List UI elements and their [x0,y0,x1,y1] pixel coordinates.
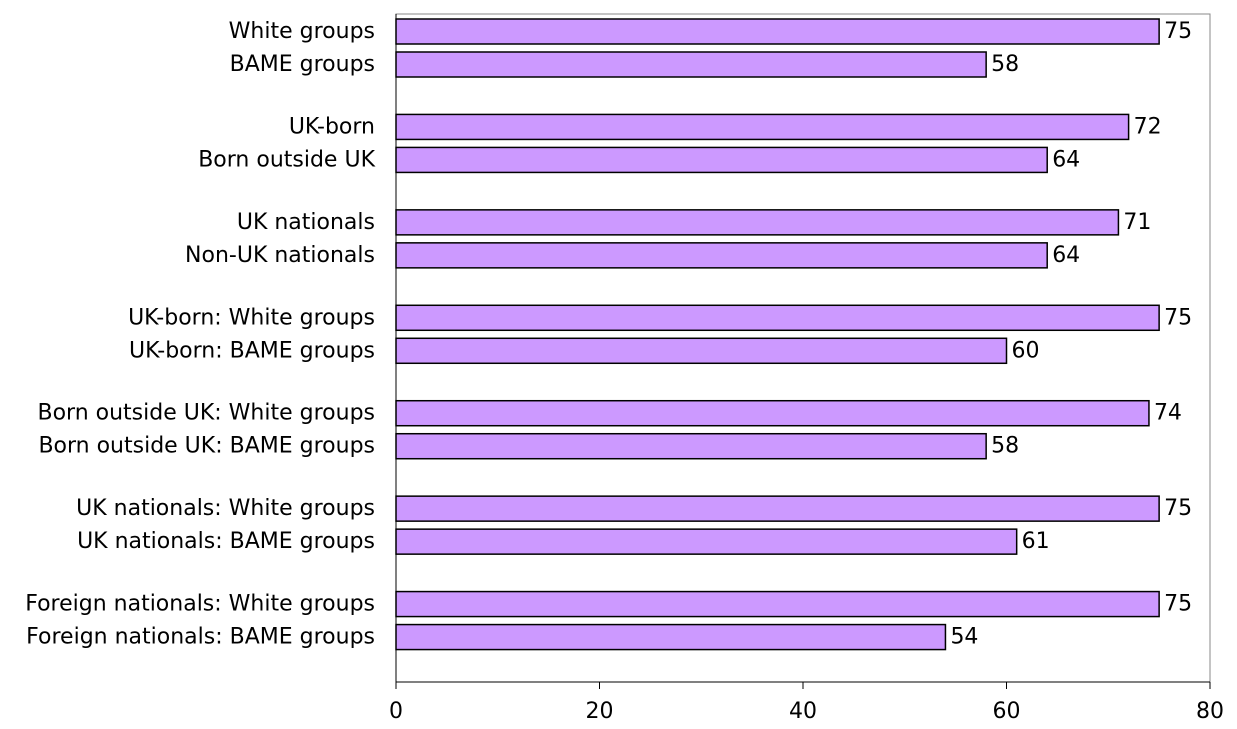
bar [395,399,1150,427]
bar [395,113,1130,141]
data-label: 75 [1164,496,1192,521]
category-label: UK-born: White groups [128,305,375,330]
bar [395,337,1008,365]
data-label: 75 [1164,305,1192,330]
data-label: 75 [1164,19,1192,44]
category-label: UK nationals: White groups [76,496,375,521]
data-label: 58 [991,52,1019,77]
category-label: Born outside UK: White groups [38,401,376,426]
x-tick-label: 0 [389,699,403,724]
bar [395,623,947,651]
bar [395,146,1048,174]
x-tick-label: 60 [993,699,1021,724]
category-label: BAME groups [230,52,375,77]
data-label: 75 [1164,592,1192,617]
bar [395,209,1120,236]
category-label: UK nationals [237,210,375,235]
bar [395,432,987,460]
data-label: 72 [1134,114,1162,139]
category-label: Foreign nationals: White groups [25,592,375,617]
data-label: 71 [1123,210,1151,235]
x-tick-label: 40 [789,699,817,724]
bar [395,590,1160,618]
data-label: 61 [1022,529,1050,554]
category-label: Born outside UK: BAME groups [38,434,375,459]
data-label: 58 [991,434,1019,459]
x-axis: 0 20 40 60 80 [389,14,1224,724]
data-label: 54 [950,625,978,650]
bar [395,495,1160,522]
category-label: Born outside UK [198,147,375,172]
data-label: 60 [1012,338,1040,363]
bars-group [395,18,1160,651]
data-label: 74 [1154,401,1182,426]
category-label: Non-UK nationals [185,243,375,268]
bar [395,18,1160,45]
data-label: 64 [1052,243,1080,268]
x-tick-label: 80 [1196,699,1224,724]
category-label: UK nationals: BAME groups [77,529,375,554]
bar [395,528,1018,555]
x-tick-label: 20 [586,699,614,724]
category-label: White groups [229,19,375,44]
category-label: UK-born [289,114,375,139]
category-label: UK-born: BAME groups [129,338,375,363]
category-label: Foreign nationals: BAME groups [26,625,375,650]
bar [395,304,1160,332]
value-labels-group: 75 58 72 64 71 64 75 60 74 58 75 61 75 54 [950,19,1192,650]
data-label: 64 [1052,147,1080,172]
bar [395,242,1048,269]
category-labels-group: White groups BAME groups UK-born Born outsi… [25,19,375,650]
bar [395,51,987,78]
